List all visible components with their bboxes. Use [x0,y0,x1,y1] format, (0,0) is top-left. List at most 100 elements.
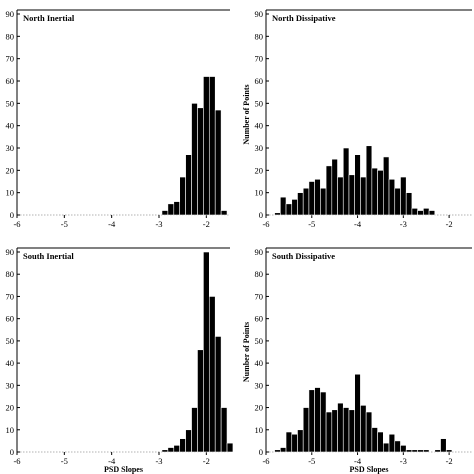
y-tick-label: 30 [255,380,264,390]
y-tick-label: 90 [6,9,15,19]
histogram-bar [161,449,169,453]
y-tick-label: 10 [255,188,264,198]
histogram-bar [360,405,367,453]
y-tick-label: 60 [255,314,264,324]
y-tick-label: 60 [255,76,264,86]
y-tick-label: 20 [6,165,15,175]
histogram-bar [320,187,327,216]
histogram-bar [274,212,281,216]
histogram-bar [167,447,175,453]
histogram-bar [417,210,424,216]
x-tick-label: -3 [400,456,407,466]
y-tick-label: 80 [6,31,15,41]
x-axis-title: PSD Slopes [104,465,143,474]
panel-title: North Dissipative [272,13,336,23]
panel-south-dissipative: 0 10 20 30 40 50 60 70 80 90 -6 -5 -4 -3 -2 South Dissi… [242,247,472,474]
x-tick-label: -3 [155,456,162,466]
y-tick-label: 70 [255,291,264,301]
histogram-bar [423,208,430,216]
histogram-bar [337,176,344,216]
histogram-bar [214,109,222,216]
histogram-bar [179,438,186,453]
histogram-bar [285,203,293,216]
y-tick-label: 30 [6,380,15,390]
histogram-bar [185,154,192,216]
histogram-bar [179,176,186,216]
histogram-bar [337,402,344,453]
histogram-bar [365,411,373,453]
histogram-bar [308,389,315,453]
y-tick-label: 20 [6,403,15,413]
x-tick-label: -5 [61,219,68,229]
y-tick-label: 50 [6,336,15,346]
histogram-bar [280,196,287,216]
histogram-bar [428,210,436,216]
x-tick-label: -5 [308,456,315,466]
x-tick-label: -5 [308,219,315,229]
histogram-bar [173,445,181,453]
histogram-bar [360,176,367,216]
histogram-bar [405,192,413,216]
y-tick-label: 50 [6,98,15,108]
histogram-bar [405,449,413,453]
histogram-bar [348,409,355,453]
x-tick-label: -3 [155,219,162,229]
histogram-bar [400,445,407,453]
y-tick-label: 70 [255,54,264,64]
histogram-bar [297,192,304,216]
histogram-bar [191,407,198,453]
panel-title: South Inertial [23,251,74,261]
y-axis-title: Number of Points [242,84,251,144]
y-tick-label: 60 [6,76,15,86]
y-tick-label: 60 [6,314,15,324]
x-tick-label: -5 [61,456,68,466]
panel-title: South Dissipative [272,251,335,261]
histogram-bar [423,449,430,453]
histogram-bar [308,181,315,216]
histogram-bar [220,210,228,216]
x-tick-label: -2 [446,456,453,466]
histogram-bar [274,449,281,453]
histogram-bar [302,407,310,453]
histogram-bar [411,208,418,216]
y-tick-label: 20 [255,165,264,175]
histogram-bar [220,407,228,453]
histogram-bar [280,447,287,453]
y-tick-label: 0 [259,210,263,220]
y-tick-label: 0 [10,210,14,220]
histogram-bar [208,76,216,216]
histogram-bar [291,433,298,453]
histogram-bar [197,107,204,216]
histogram-bar [394,440,401,453]
y-tick-label: 80 [255,31,264,41]
histogram-bar [285,431,293,453]
histogram-bar [354,154,361,216]
histogram-bar [365,145,373,216]
histogram-bar [208,296,216,453]
histogram-bar [197,349,204,453]
x-tick-label: -2 [446,219,453,229]
y-tick-label: 70 [6,291,15,301]
y-axis-title: Number of Points [242,322,251,382]
histogram-bar [302,187,310,216]
panel-title: North Inertial [23,13,75,23]
x-tick-label: -6 [13,456,20,466]
histogram-bar [325,165,333,216]
y-tick-label: 30 [6,143,15,153]
x-tick-label: -4 [108,456,116,466]
y-tick-label: 80 [255,269,264,279]
histogram-bar [291,199,298,216]
y-tick-label: 90 [255,247,264,257]
y-tick-label: 40 [255,121,264,131]
histogram-bar [325,411,333,453]
y-tick-label: 90 [6,247,15,257]
y-tick-label: 40 [6,121,15,131]
histogram-bar [377,170,384,216]
histogram-bar [185,429,192,453]
histogram-bar [314,387,321,453]
y-tick-label: 70 [6,54,15,64]
histogram-bar [191,103,198,216]
panel-north-inertial: 0 10 20 30 40 50 60 70 80 90 -6 -5 -4 -3 -2 North Inert… [6,9,230,229]
histogram-bar [417,449,424,453]
